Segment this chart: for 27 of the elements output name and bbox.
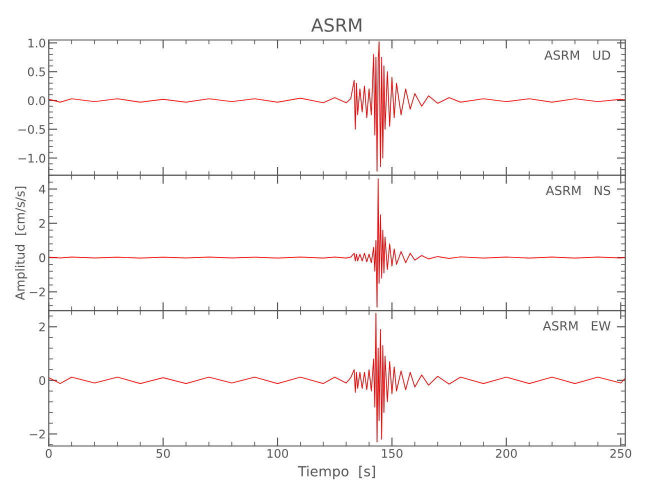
y-tick-label: 0 [39, 376, 46, 385]
line-series [48, 41, 626, 172]
x-axis-title: Tiempo [s] [298, 466, 375, 480]
line-series [48, 312, 626, 442]
y-tick-label: 2 [39, 219, 45, 228]
y-tick-label: −2 [30, 430, 45, 438]
y-tick-label: 1.0 [28, 38, 46, 48]
line-series [48, 178, 626, 308]
y-tick-label: −0.5 [18, 124, 45, 134]
y-tick-label: 2 [39, 322, 45, 332]
y-tick-label: −2 [30, 288, 45, 296]
y-axis-title: Amplitud [cm/s/s] [15, 186, 28, 300]
y-tick-label: 0 [39, 253, 46, 262]
y-tick-label: 0.5 [28, 67, 45, 76]
x-tick-label: 150 [382, 448, 402, 458]
y-tick-label: 4 [39, 184, 46, 194]
x-tick-label: 50 [156, 448, 170, 458]
x-tick-label: 100 [268, 448, 288, 458]
annotation: ASRM NS [546, 186, 610, 196]
y-tick-label: −1.0 [18, 154, 46, 163]
x-tick-label: 0 [46, 448, 52, 458]
y-tick-label: 0.0 [28, 96, 46, 106]
annotation: ASRM UD [544, 50, 610, 60]
annotation: ASRM EW [542, 321, 610, 331]
chart-title: ASRM [311, 18, 362, 32]
x-tick-label: 250 [610, 448, 632, 458]
x-tick-label: 200 [496, 448, 517, 458]
